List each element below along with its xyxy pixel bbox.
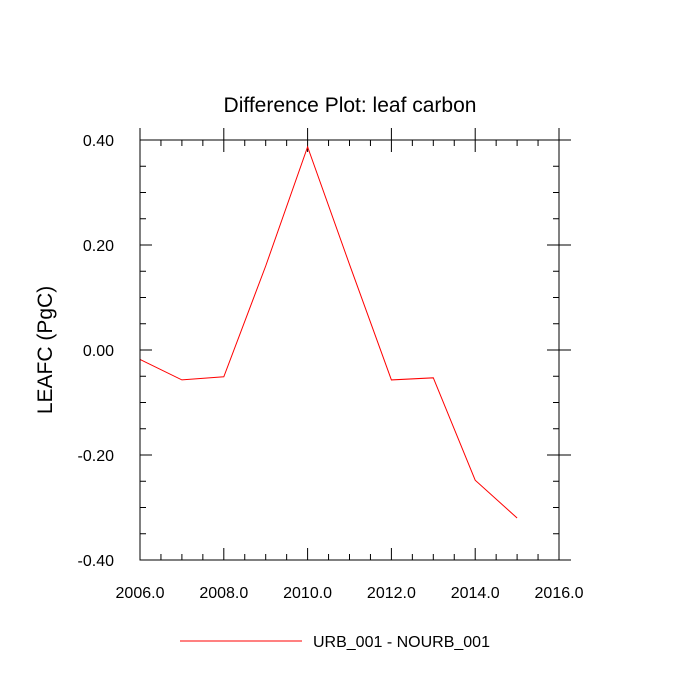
x-tick-label: 2006.0 — [116, 585, 165, 602]
series-line — [139, 145, 518, 519]
y-tick-label: -0.40 — [78, 553, 115, 570]
y-tick-label: 0.40 — [83, 133, 114, 150]
data-point — [265, 266, 266, 267]
x-tick-label: 2010.0 — [283, 585, 332, 602]
chart-title: Difference Plot: leaf carbon — [224, 94, 477, 117]
y-tick-label: 0.20 — [83, 238, 114, 255]
data-point — [391, 379, 392, 380]
plot-frame — [139, 139, 560, 561]
data-point — [475, 480, 476, 481]
x-tick-label: 2014.0 — [451, 585, 500, 602]
x-tick-label: 2008.0 — [199, 585, 248, 602]
x-tick-label: 2012.0 — [367, 585, 416, 602]
legend-label: URB_001 - NOURB_001 — [313, 634, 490, 651]
tick-labels: 2006.0 2008.0 2010.0 2012.0 2014.0 2016.0 -0.4… — [78, 133, 584, 602]
axis-ticks — [139, 128, 571, 561]
data-point — [517, 518, 518, 519]
data-point — [181, 379, 182, 380]
y-tick-label: 0.00 — [83, 343, 114, 360]
data-point — [307, 146, 308, 147]
data-point — [349, 264, 350, 265]
x-tick-label: 2016.0 — [535, 585, 584, 602]
series-layer — [139, 145, 518, 519]
data-point — [433, 377, 434, 378]
data-point — [223, 376, 224, 377]
legend: URB_001 - NOURB_001 — [180, 634, 490, 651]
y-tick-label: -0.20 — [78, 448, 115, 465]
y-axis-label: LEAFC (PgC) — [34, 286, 57, 414]
